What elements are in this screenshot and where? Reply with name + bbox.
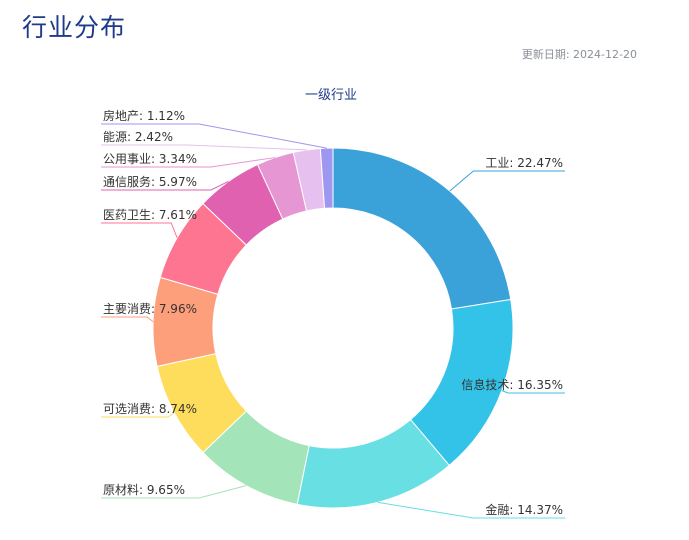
donut-slice-1[interactable]	[332, 147, 512, 310]
chart-slices	[152, 147, 514, 509]
data-label-4: 原材料: 9.65%	[103, 483, 185, 497]
leader-line-6	[101, 316, 154, 323]
data-label-3: 金融: 14.37%	[485, 502, 563, 517]
data-label-7: 医药卫生: 7.61%	[103, 208, 197, 222]
leader-line-9	[101, 157, 276, 168]
chart-label-leaders	[101, 123, 565, 519]
data-label-5: 可选消费: 8.74%	[103, 402, 197, 416]
data-label-10: 能源: 2.42%	[103, 130, 173, 144]
chart-data-labels: 工业: 22.47% 信息技术: 16.35% 金融: 14.37% 原材料: 9.6…	[103, 108, 563, 517]
data-label-8: 通信服务: 5.97%	[103, 174, 197, 189]
leader-line-10	[101, 144, 307, 151]
data-label-2: 信息技术: 16.35%	[461, 377, 563, 392]
leader-line-3	[377, 501, 565, 519]
leader-line-2	[501, 390, 565, 394]
page-title: 行业分布	[22, 13, 127, 42]
chart-title: 一级行业	[305, 88, 357, 103]
data-label-9: 公用事业: 3.34%	[103, 152, 197, 166]
leader-line-11	[101, 123, 327, 149]
data-label-1: 工业: 22.47%	[485, 156, 563, 170]
leader-line-1	[449, 170, 565, 192]
leader-line-7	[101, 222, 178, 239]
leader-line-4	[101, 485, 247, 499]
update-date: 更新日期: 2024-12-20	[521, 48, 637, 61]
data-label-6: 主要消费: 7.96%	[103, 302, 197, 316]
leader-line-8	[101, 181, 229, 191]
data-label-11: 房地产: 1.12%	[103, 108, 185, 123]
leader-line-5	[101, 412, 175, 418]
